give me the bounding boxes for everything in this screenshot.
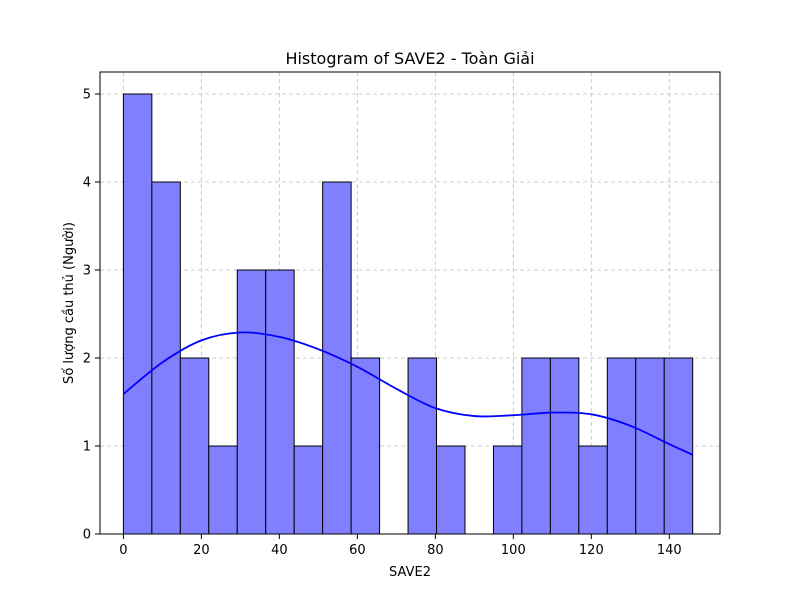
histogram-bar-13 bbox=[492, 445, 523, 535]
histogram-bar-11 bbox=[436, 445, 466, 535]
x-tick-label-5: 100 bbox=[501, 543, 526, 558]
x-tick-label-6: 120 bbox=[579, 543, 604, 558]
y-tick-label-3: 3 bbox=[83, 264, 91, 279]
histogram-bar-7 bbox=[322, 181, 352, 535]
y-tick-label-0: 0 bbox=[83, 528, 91, 543]
histogram-bar-2 bbox=[179, 357, 210, 535]
histogram-bar-10 bbox=[407, 357, 438, 535]
histogram-bar-8 bbox=[350, 357, 381, 535]
histogram-bar-19 bbox=[663, 357, 694, 535]
histogram-bar-0 bbox=[122, 93, 153, 535]
x-axis-ticks: 0 20 40 60 80 100 120 140 bbox=[119, 534, 682, 558]
x-tick-label-4: 80 bbox=[427, 543, 444, 558]
chart-title: Histogram of SAVE2 - Toàn Giải bbox=[285, 49, 534, 68]
histogram-bars bbox=[122, 93, 694, 535]
x-tick-label-0: 0 bbox=[119, 543, 127, 558]
histogram-bar-5 bbox=[265, 269, 295, 535]
histogram-bar-18 bbox=[635, 357, 665, 535]
x-tick-label-3: 60 bbox=[349, 543, 366, 558]
histogram-bar-15 bbox=[549, 357, 580, 535]
histogram-bar-3 bbox=[208, 445, 238, 535]
y-axis-label: Số lượng cầu thủ (Người) bbox=[62, 222, 77, 384]
kde-curve bbox=[122, 331, 694, 456]
y-tick-label-5: 5 bbox=[83, 88, 91, 103]
plot-frame bbox=[99, 71, 721, 535]
x-axis-label: SAVE2 bbox=[389, 565, 431, 580]
histogram-bar-4 bbox=[236, 269, 267, 535]
y-tick-label-1: 1 bbox=[83, 440, 91, 455]
histogram-bar-1 bbox=[151, 181, 181, 535]
y-tick-label-4: 4 bbox=[83, 176, 91, 191]
y-axis-ticks: 0 1 2 3 4 5 bbox=[83, 88, 100, 543]
histogram-bar-17 bbox=[606, 357, 637, 535]
histogram-bar-16 bbox=[578, 445, 608, 535]
x-tick-label-2: 40 bbox=[271, 543, 288, 558]
histogram-bar-6 bbox=[293, 445, 324, 535]
x-tick-label-1: 20 bbox=[193, 543, 210, 558]
histogram-bar-14 bbox=[521, 357, 551, 535]
y-tick-label-2: 2 bbox=[83, 352, 91, 367]
x-tick-label-7: 140 bbox=[657, 543, 682, 558]
